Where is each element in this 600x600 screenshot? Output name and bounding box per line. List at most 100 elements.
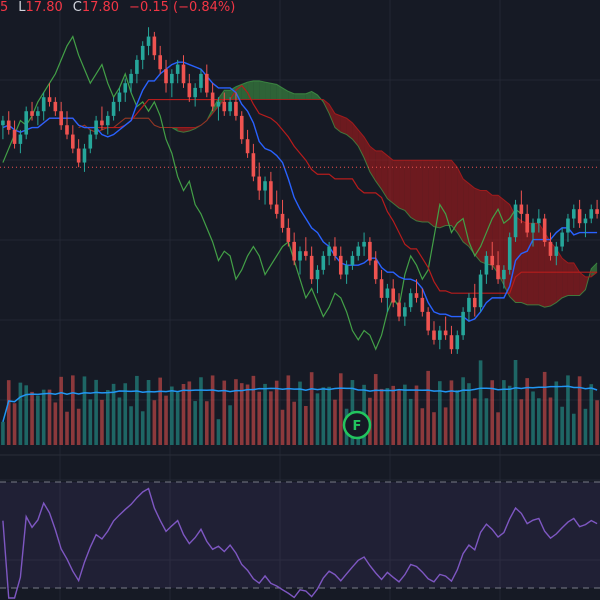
candle [554, 241, 559, 266]
candle [6, 111, 11, 135]
event-marker-ring [342, 410, 372, 440]
candle-body [88, 134, 93, 149]
cloud-segment-bear [579, 272, 586, 296]
candle-body [204, 73, 209, 93]
volume-bar [222, 380, 227, 445]
volume-bar [251, 375, 256, 445]
low-value: 17.80 [25, 0, 63, 15]
volume-bar [187, 381, 192, 445]
candle-body [408, 293, 413, 308]
candle [175, 59, 180, 84]
volume-bar [257, 391, 262, 445]
candle [566, 213, 570, 242]
candle [298, 246, 302, 275]
volume-bar [426, 370, 430, 445]
volume-bar [397, 390, 401, 445]
candle-body [164, 69, 168, 84]
cloud-segment-bear [468, 183, 475, 255]
cloud-segment-bear [404, 160, 411, 218]
volume-bar [315, 393, 320, 445]
volume-bar [327, 386, 331, 445]
volume-bar [333, 399, 337, 445]
candle [274, 190, 279, 219]
volume-bar [210, 375, 215, 445]
candle-body [234, 101, 238, 116]
volume-bar [414, 385, 419, 445]
volume-ma-line [2, 385, 598, 422]
volume-bar [228, 405, 232, 445]
candle-body [484, 255, 489, 275]
candle [152, 31, 157, 60]
cloud-segment-bull [294, 93, 300, 100]
ohlc-legend: 5 L17.80 C17.80 −0.15 (−0.84%) [0, 0, 245, 15]
volume-bar [531, 391, 535, 445]
candle-body [100, 120, 104, 126]
cloud-segment-bear [492, 195, 499, 274]
cloud-segment-bear [416, 160, 423, 223]
candle [542, 213, 547, 247]
volume-bar [59, 376, 63, 445]
candle-body [327, 246, 331, 256]
candle [71, 125, 75, 154]
ohlc-partial-value: 5 [0, 0, 9, 15]
candle-body [420, 297, 425, 312]
volume-bar [88, 399, 93, 445]
candle-body [146, 36, 151, 46]
cloud-segment-bear [340, 115, 347, 135]
cloud-segment-bull [300, 93, 306, 100]
candle-body [280, 213, 285, 228]
candle [368, 237, 372, 266]
candle-body [315, 269, 320, 280]
volume-bar [47, 389, 52, 445]
candle-body [350, 255, 355, 266]
candle-body [373, 260, 378, 280]
cloud-segment-bear [439, 160, 446, 228]
candle [12, 120, 17, 149]
candle-body [193, 87, 197, 98]
cloud-segment-bear [358, 129, 365, 158]
cloud-segment-bear [422, 160, 429, 223]
volume-bar [94, 379, 98, 445]
candle-body [531, 223, 535, 233]
candle-body [53, 101, 58, 112]
candle [59, 101, 63, 130]
candle [426, 307, 430, 336]
candle [537, 209, 541, 233]
candle [193, 83, 197, 107]
volume-bar [502, 380, 506, 445]
volume-bar [12, 403, 17, 445]
candle-body [170, 73, 174, 84]
candle-body [548, 241, 553, 256]
volume-bar [298, 381, 302, 445]
volume-bar [1, 421, 5, 445]
cloud-segment-bear [573, 262, 580, 296]
candle [129, 69, 133, 93]
candle-body [228, 101, 232, 112]
candle-body [595, 209, 599, 214]
candle-body [94, 120, 98, 135]
cloud-segment-bear [445, 160, 452, 226]
volume-bar [490, 380, 495, 445]
candle-body [251, 153, 256, 177]
candle-body [519, 204, 524, 214]
volume-bar [548, 397, 553, 445]
candle-body [187, 83, 192, 98]
candle-body [304, 251, 308, 256]
cloud-segment-bear [556, 248, 563, 303]
candle-body [135, 59, 139, 74]
rsi-band [0, 482, 600, 588]
candle-body [385, 288, 390, 298]
cloud-segment-bear [375, 150, 382, 190]
candle [1, 115, 5, 140]
candle [583, 213, 588, 238]
candle-body [472, 297, 477, 308]
volume-bar [65, 411, 69, 445]
volume-bar [274, 380, 279, 445]
candle [438, 325, 442, 350]
volume-bar [560, 406, 564, 445]
candle-body [129, 73, 133, 84]
volume-bar [170, 386, 174, 445]
cloud-segment-bull [311, 91, 318, 100]
